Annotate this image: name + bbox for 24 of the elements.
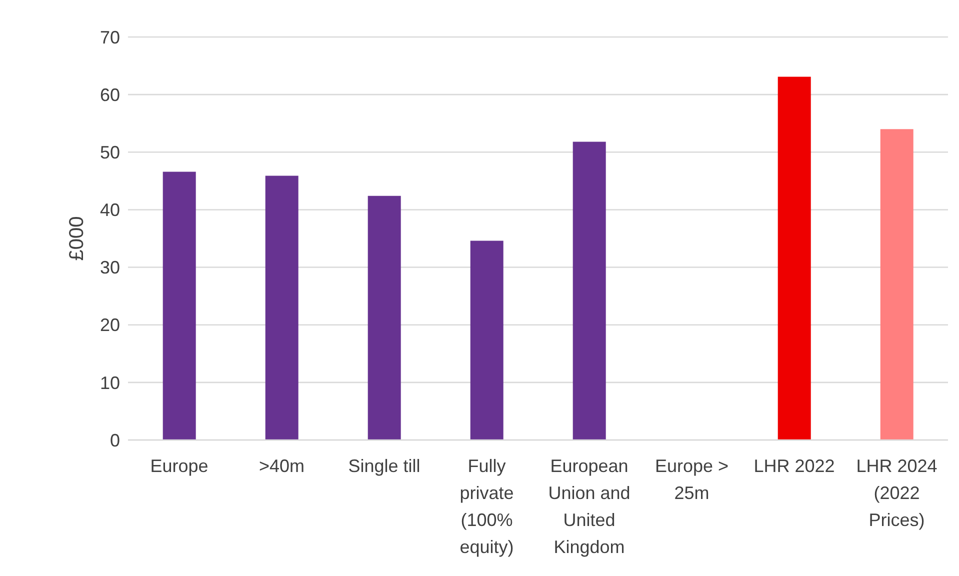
x-tick-label: >40m (258, 456, 305, 476)
y-tick-label: 40 (100, 200, 120, 220)
x-tick-label: LHR 2024 (2022 Prices) (856, 456, 938, 530)
y-tick-label: 20 (100, 315, 120, 336)
bar (572, 142, 606, 440)
y-tick-label: 60 (100, 84, 120, 105)
y-tick-label: 0 (110, 430, 120, 450)
x-tick-label: Europe > 25m (654, 456, 729, 503)
bar (265, 176, 298, 440)
bar (470, 240, 504, 440)
y-tick-label: 70 (100, 27, 120, 48)
x-tick-label: Single till (348, 456, 420, 476)
y-tick-label: 30 (100, 258, 120, 278)
y-axis-title: £000 (66, 216, 88, 261)
x-tick-label: European Union and United Kingdom (548, 456, 630, 557)
x-tick-label: Europe (150, 456, 208, 476)
y-tick-label: 10 (100, 372, 120, 393)
bar (880, 129, 914, 440)
bar (162, 172, 196, 440)
bar (778, 76, 811, 440)
bar (368, 196, 401, 440)
x-tick-label: Fully private (100% equity) (460, 456, 514, 557)
x-tick-label: LHR 2022 (754, 456, 835, 476)
y-tick-label: 50 (100, 142, 120, 163)
